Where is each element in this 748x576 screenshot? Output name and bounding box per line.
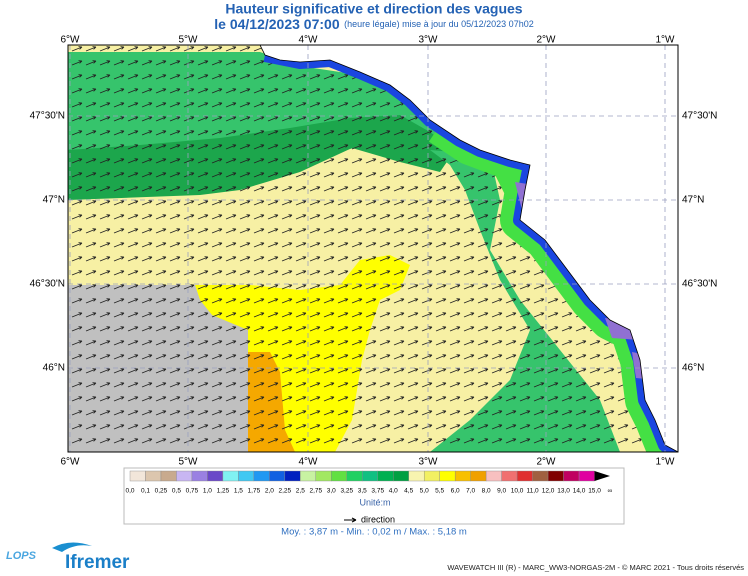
colorbar-swatch — [300, 470, 317, 482]
colorbar-label: 8,0 — [482, 488, 491, 495]
colorbar-swatch — [501, 470, 518, 482]
lon-label: 6°W — [61, 35, 81, 46]
colorbar-label: 2,0 — [265, 488, 274, 495]
colorbar-swatch — [393, 470, 409, 482]
colorbar-label: ∞ — [608, 488, 613, 495]
update: (heure légale) mise à jour du 05/12/2023… — [344, 19, 534, 29]
colorbar-label: 3,5 — [358, 488, 367, 495]
colorbar-label: 3,75 — [371, 488, 384, 495]
colorbar-swatch — [439, 470, 456, 482]
lon-label: 4°W — [299, 35, 319, 46]
colorbar-swatch — [563, 470, 580, 482]
subtitle: le 04/12/2023 07:00 (heure légale) mise … — [214, 16, 533, 34]
colorbar-swatch — [145, 470, 162, 482]
lon-label: 6°W — [61, 457, 81, 468]
lon-label: 3°W — [419, 35, 439, 46]
date: le 04/12/2023 07:00 — [214, 16, 340, 32]
colorbar-label: 0,5 — [172, 488, 181, 495]
colorbar-swatch — [547, 470, 564, 482]
lon-label: 5°W — [179, 35, 199, 46]
colorbar-swatch — [346, 470, 363, 482]
direction-label: direction — [361, 514, 395, 524]
lon-label: 1°W — [656, 457, 676, 468]
colorbar-swatch — [377, 470, 394, 482]
footer: WAVEWATCH III (R) - MARC_WW3-NORGAS-2M -… — [447, 563, 744, 572]
colorbar-swatch — [269, 470, 286, 482]
lat-label: 46°30'N — [682, 279, 717, 290]
lops-logo: LOPS — [6, 550, 37, 562]
lon-label: 5°W — [179, 457, 199, 468]
map-frame — [67, 44, 679, 453]
lat-label: 47°30'N — [30, 111, 65, 122]
colorbar-swatch — [516, 470, 533, 482]
direction-arrow — [344, 517, 357, 523]
colorbar-swatch — [253, 470, 270, 482]
colorbar-label: 0,1 — [141, 488, 150, 495]
colorbar-swatch — [454, 470, 471, 482]
colorbar-label: 4,5 — [404, 488, 413, 495]
colorbar-label: 0,75 — [186, 488, 199, 495]
colorbar-label: 2,25 — [279, 488, 292, 495]
lon-label: 4°W — [299, 457, 319, 468]
colorbar-swatch — [207, 470, 224, 482]
colorbar-swatch — [423, 470, 440, 482]
colorbar-swatch — [578, 470, 595, 482]
lat-label: 47°N — [43, 195, 65, 206]
colorbar-arrow — [594, 471, 610, 481]
colorbar-label: 1,25 — [217, 488, 230, 495]
colorbar-label: 6,0 — [451, 488, 460, 495]
colorbar-swatch — [408, 470, 425, 482]
colorbar-label: 2,5 — [296, 488, 305, 495]
lon-label: 1°W — [656, 35, 676, 46]
colorbar-swatch — [362, 470, 378, 482]
colorbar-label: 3,25 — [340, 488, 353, 495]
colorbar-swatch — [284, 470, 301, 482]
colorbar-label: 4,0 — [389, 488, 398, 495]
colorbar-swatch — [485, 470, 502, 482]
title: Hauteur significative et direction des v… — [225, 1, 522, 17]
lat-label: 47°N — [682, 195, 704, 206]
colorbar-label: 12,0 — [542, 488, 555, 495]
colorbar-label: 5,0 — [420, 488, 429, 495]
stats: Moy. : 3,87 m - Min. : 0,02 m / Max. : 5… — [281, 527, 467, 538]
colorbar-label: 1,5 — [234, 488, 243, 495]
colorbar-label: 13,0 — [557, 488, 570, 495]
colorbar-swatch — [532, 470, 549, 482]
lon-label: 2°W — [537, 35, 557, 46]
colorbar-label: 2,75 — [309, 488, 322, 495]
map — [68, 45, 678, 452]
lat-label: 46°N — [43, 363, 65, 374]
unit: Unité:m — [359, 497, 390, 507]
colorbar-swatch — [470, 470, 487, 482]
colorbar-label: 10,0 — [511, 488, 524, 495]
colorbar-swatch — [331, 470, 347, 482]
colorbar-label: 15,0 — [588, 488, 601, 495]
colorbar-label: 0,0 — [125, 488, 134, 495]
colorbar-label: 11,0 — [526, 488, 539, 495]
colorbar-label: 5,5 — [435, 488, 444, 495]
colorbar-label: 0,25 — [155, 488, 168, 495]
ifremer-logo: Ifremer — [65, 552, 130, 573]
colorbar-swatch — [222, 470, 239, 482]
lat-label: 46°30'N — [30, 279, 65, 290]
colorbar-label: 14,0 — [573, 488, 586, 495]
colorbar-swatch — [315, 470, 332, 482]
colorbar-label: 7,0 — [466, 488, 475, 495]
colorbar-label: 9,0 — [497, 488, 506, 495]
lat-label: 46°N — [682, 363, 704, 374]
colorbar-label: 3,0 — [327, 488, 336, 495]
colorbar-swatch — [191, 470, 208, 482]
colorbar-swatch — [129, 470, 146, 482]
colorbar-swatch — [160, 470, 177, 482]
colorbar-label: 1,0 — [203, 488, 212, 495]
ifremer-swoosh — [52, 542, 92, 552]
colorbar-label: 1,75 — [248, 488, 261, 495]
lat-label: 47°30'N — [682, 111, 717, 122]
colorbar-swatch — [238, 470, 255, 482]
lon-label: 3°W — [419, 457, 439, 468]
lon-label: 2°W — [537, 457, 557, 468]
colorbar-swatch — [176, 470, 193, 482]
